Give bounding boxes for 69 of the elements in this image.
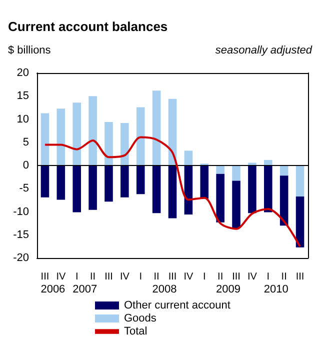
- bar: [136, 166, 145, 194]
- bar: [200, 166, 209, 199]
- bar: [296, 196, 304, 248]
- y-tick-label: -15: [13, 228, 29, 241]
- x-tick-label: III: [232, 272, 240, 282]
- x-tick-label: I: [139, 272, 142, 282]
- text: 2010: [264, 284, 288, 296]
- bar: [216, 174, 224, 222]
- bar: [88, 96, 97, 166]
- bar: [168, 166, 177, 218]
- bar: [216, 166, 224, 174]
- y-tick-label: -5: [19, 182, 29, 195]
- bar: [152, 166, 161, 214]
- y-tick-label: 20: [16, 67, 29, 79]
- chart-title: Current account balances: [8, 19, 168, 34]
- x-tick-label: IV: [184, 272, 194, 282]
- bar: [104, 122, 113, 166]
- bar: [120, 166, 129, 198]
- bar: [120, 122, 129, 166]
- bar: [88, 166, 97, 210]
- text: 2008: [152, 284, 177, 296]
- x-tick-label: IV: [120, 272, 130, 282]
- legend-label: Other current account: [124, 300, 230, 312]
- x-tick-label: III: [40, 272, 50, 282]
- bar: [40, 113, 50, 166]
- bar: [264, 160, 272, 166]
- bar: [248, 166, 256, 214]
- y-tick-label: -10: [13, 206, 29, 218]
- bar: [184, 150, 193, 166]
- bar: [72, 166, 81, 212]
- x-tick-label: IV: [56, 272, 66, 282]
- bar: [56, 108, 66, 166]
- y-axis-title: $ billions: [8, 44, 52, 56]
- x-tick-label: II: [90, 272, 96, 282]
- x-tick-label: III: [296, 272, 304, 282]
- bar: [72, 102, 81, 166]
- x-tick-label: I: [202, 272, 206, 282]
- bar: [232, 180, 240, 228]
- bar: [104, 166, 113, 202]
- y-tick-label: 15: [16, 90, 29, 102]
- y-tick-label: 5: [22, 136, 29, 148]
- y-tick-label: 0: [22, 160, 29, 172]
- x-tick-label: I: [75, 272, 78, 282]
- text: 2006: [40, 284, 66, 296]
- bar: [136, 107, 145, 166]
- x-tick-label: II: [218, 272, 224, 282]
- bar: [152, 90, 161, 166]
- text: 2009: [216, 284, 241, 296]
- x-tick-label: III: [104, 272, 113, 282]
- legend-label: Total: [124, 326, 148, 338]
- bar: [280, 166, 288, 176]
- x-tick-label: II: [281, 272, 287, 282]
- x-tick-label: III: [168, 272, 177, 282]
- x-tick-label: I: [266, 272, 270, 282]
- bar: [232, 166, 240, 181]
- x-tick-label: II: [154, 272, 160, 282]
- y-tick-label: 10: [16, 113, 29, 126]
- bar: [40, 166, 50, 198]
- bar: [264, 166, 272, 212]
- bar: [56, 166, 66, 200]
- legend-label: Goods: [124, 312, 157, 324]
- x-tick-label: IV: [247, 272, 258, 282]
- bar: [296, 166, 304, 196]
- text: 2007: [72, 284, 98, 296]
- bar: [184, 166, 193, 215]
- chart-subtitle: seasonally adjusted: [215, 44, 313, 56]
- line-series: [44, 136, 302, 248]
- bar: [280, 176, 288, 226]
- y-tick-label: -20: [13, 252, 29, 264]
